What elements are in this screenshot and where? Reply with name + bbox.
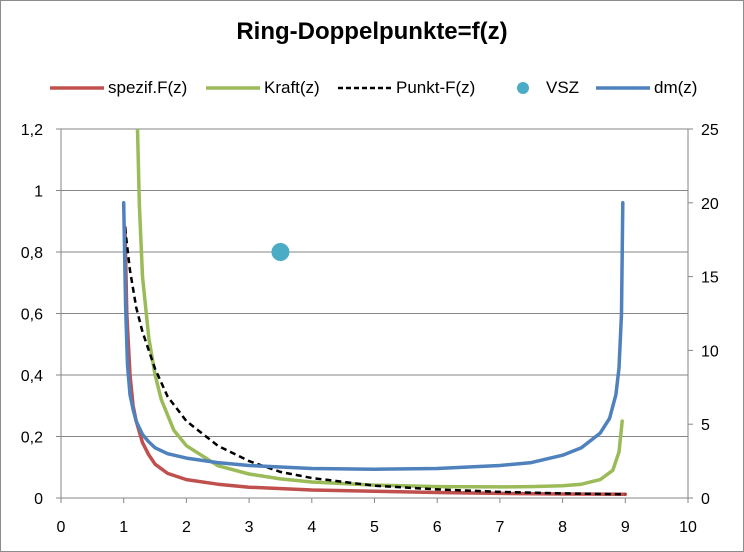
legend-item-kraft: Kraft(z) bbox=[206, 76, 320, 100]
x-tick-label: 8 bbox=[558, 519, 567, 536]
y-right-tick-label: 5 bbox=[701, 417, 710, 434]
x-tick-label: 5 bbox=[370, 519, 379, 536]
series-punkt-f-z-line bbox=[123, 227, 626, 496]
legend-label-dm: dm(z) bbox=[654, 78, 698, 97]
x-tick-label: 7 bbox=[495, 519, 504, 536]
x-tick-label: 4 bbox=[307, 519, 316, 536]
chart-title: Ring-Doppelpunkte=f(z) bbox=[236, 18, 508, 45]
series-vsz-point bbox=[271, 243, 290, 261]
x-tick-label: 0 bbox=[57, 519, 66, 536]
legend-item-punkt: Punkt-F(z) bbox=[338, 76, 475, 100]
legend-label-punkt: Punkt-F(z) bbox=[396, 78, 476, 97]
legend-label-vsz: VSZ bbox=[546, 78, 580, 97]
y-left-tick-label: 0,4 bbox=[21, 368, 43, 385]
legend-label-spezif: spezif.F(z) bbox=[108, 78, 188, 97]
legend-item-spezif: spezif.F(z) bbox=[50, 76, 187, 100]
legend-item-dm: dm(z) bbox=[596, 76, 697, 100]
x-tick-label: 9 bbox=[621, 519, 630, 536]
y-left-tick-label: 1,2 bbox=[21, 122, 43, 139]
legend: spezif.F(z) Kraft(z) Punkt-F(z) VSZ dm(z… bbox=[0, 76, 744, 100]
x-tick-label: 2 bbox=[182, 519, 191, 536]
series-kraft-z-line bbox=[135, 129, 624, 489]
series-dm-z-line bbox=[121, 201, 625, 471]
y-right-tick-label: 25 bbox=[701, 122, 719, 139]
y-left-tick-label: 0,8 bbox=[21, 245, 43, 262]
x-tick-label: 3 bbox=[245, 519, 254, 536]
y-left-tick-label: 0 bbox=[34, 491, 43, 508]
y-right-tick-label: 15 bbox=[701, 270, 719, 287]
y-right-tick-label: 0 bbox=[701, 491, 710, 508]
y-left-tick-label: 0,2 bbox=[21, 430, 43, 447]
x-tick-label: 6 bbox=[433, 519, 442, 536]
y-left-tick-label: 0,6 bbox=[21, 307, 43, 324]
y-right-tick-label: 10 bbox=[701, 343, 719, 360]
legend-item-vsz: VSZ bbox=[512, 76, 579, 100]
y-left-tick-label: 1 bbox=[34, 184, 43, 201]
legend-label-kraft: Kraft(z) bbox=[264, 78, 320, 97]
y-right-tick-label: 20 bbox=[701, 196, 719, 213]
x-tick-label: 10 bbox=[679, 519, 697, 536]
x-tick-label: 1 bbox=[119, 519, 128, 536]
